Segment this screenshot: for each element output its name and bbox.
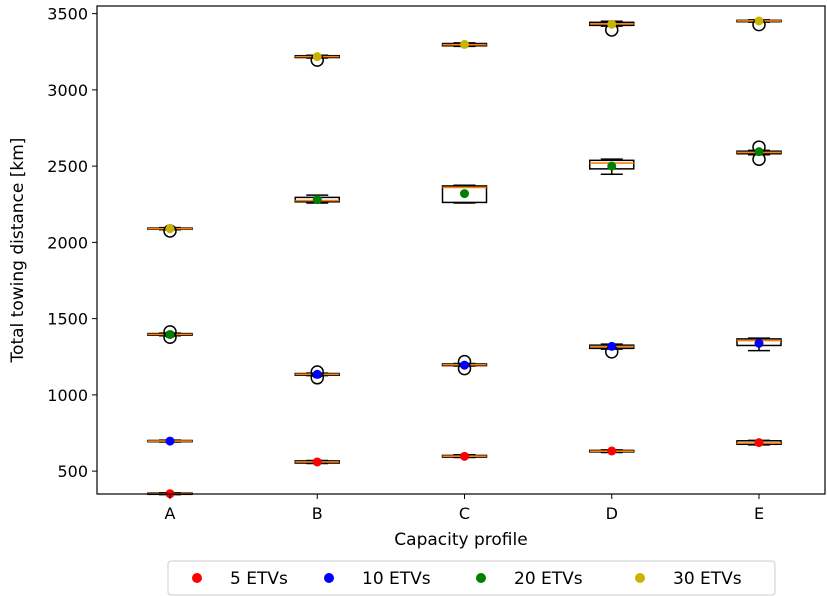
plot-elements	[147, 16, 782, 499]
legend-marker	[192, 573, 202, 583]
legend-frame	[167, 560, 776, 596]
y-tick-label: 500	[57, 462, 88, 481]
mean-point	[754, 438, 764, 448]
mean-point	[165, 436, 175, 446]
y-tick-label: 3000	[47, 81, 88, 100]
y-tick-label: 1000	[47, 386, 88, 405]
y-tick-label: 2500	[47, 157, 88, 176]
y-tick-label: 3500	[47, 5, 88, 24]
mean-point	[754, 16, 764, 26]
mean-point	[312, 369, 322, 379]
y-axis-label: Total towing distance [km]	[8, 138, 28, 364]
mean-point	[607, 446, 617, 456]
x-tick-label: C	[459, 504, 470, 523]
x-axis: A B C D E	[165, 494, 764, 523]
x-tick-label: A	[165, 504, 176, 523]
mean-point	[607, 341, 617, 351]
x-tick-label: D	[606, 504, 618, 523]
mean-point	[460, 360, 469, 370]
mean-point	[165, 329, 175, 339]
x-tick-label: B	[312, 504, 323, 523]
legend-label: 5 ETVs	[230, 569, 288, 589]
mean-point	[607, 19, 617, 29]
box-iqr	[441, 185, 488, 204]
legend-marker	[635, 573, 645, 583]
y-axis: 500 1000 1500 2000 2500 3000 3500	[47, 5, 97, 481]
legend-marker	[476, 573, 486, 583]
mean-point	[312, 457, 322, 467]
mean-point	[754, 338, 764, 348]
plot-frame	[96, 5, 826, 495]
legend: 5 ETVs 10 ETVs 20 ETVs 30 ETVs	[167, 560, 776, 596]
mean-point	[312, 52, 322, 62]
y-tick-label: 1500	[47, 310, 88, 329]
x-tick-label: E	[754, 504, 764, 523]
mean-point	[607, 161, 617, 171]
mean-point	[754, 147, 764, 157]
mean-point	[460, 39, 469, 49]
legend-items: 5 ETVs 10 ETVs 20 ETVs 30 ETVs	[192, 569, 742, 589]
mean-point	[312, 195, 322, 205]
legend-label: 20 ETVs	[514, 569, 583, 589]
mean-point	[460, 189, 469, 199]
legend-label: 10 ETVs	[362, 569, 431, 589]
boxplot	[441, 184, 488, 204]
mean-point	[165, 224, 175, 234]
legend-marker	[324, 573, 334, 583]
legend-label: 30 ETVs	[673, 569, 742, 589]
mean-point	[460, 451, 469, 461]
x-axis-label: Capacity profile	[394, 530, 527, 550]
y-tick-label: 2000	[47, 233, 88, 252]
